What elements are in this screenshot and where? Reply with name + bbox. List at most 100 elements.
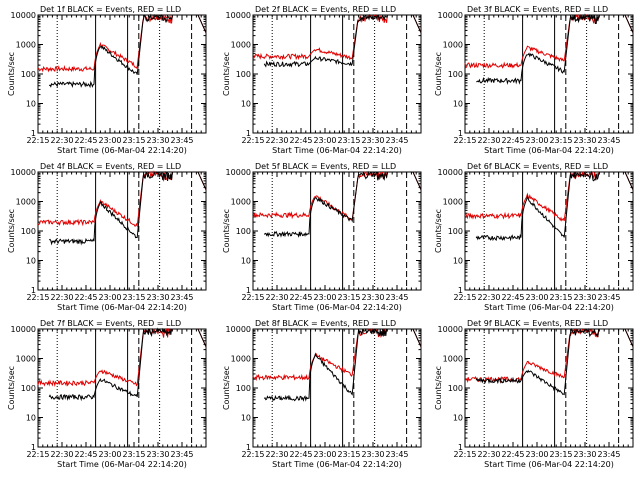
events-series-line [48, 171, 207, 246]
x-tick-label: 23:15 [337, 293, 360, 302]
y-tick-label: 100 [21, 227, 36, 236]
x-tick-label: 22:45 [501, 293, 524, 302]
x-tick-label: 23:45 [170, 293, 193, 302]
x-tick-label: 22:15 [26, 293, 49, 302]
panel-title: Det 1f BLACK = Events, RED = LLD [40, 5, 181, 14]
x-tick-label: 22:45 [74, 450, 97, 459]
y-axis-label: Counts/sec [222, 366, 231, 410]
y-tick-label: 10000 [226, 11, 251, 20]
y-tick-label: 1000 [16, 41, 36, 50]
y-tick-label: 100 [21, 70, 36, 79]
plot-frame [464, 328, 634, 448]
y-tick-label: 10000 [438, 11, 463, 20]
x-tick-label: 23:15 [122, 293, 145, 302]
x-tick-label: 22:15 [241, 136, 264, 145]
x-tick-label: 22:15 [26, 450, 49, 459]
y-tick-label: 10 [241, 100, 251, 109]
panel-det-7: Det 7f BLACK = Events, RED = LLD 1 10 100 10… [7, 319, 207, 469]
x-tick-label: 22:15 [26, 136, 49, 145]
y-tick-label: 1 [246, 443, 251, 452]
plot-frame [37, 14, 207, 134]
panel-title: Det 9f BLACK = Events, RED = LLD [467, 319, 608, 328]
x-tick-label: 22:30 [265, 450, 288, 459]
y-tick-label: 10 [453, 414, 463, 423]
x-tick-label: 23:15 [122, 450, 145, 459]
y-tick-label: 100 [236, 384, 251, 393]
x-tick-label: 22:15 [241, 293, 264, 302]
panel-title: Det 4f BLACK = Events, RED = LLD [40, 162, 181, 171]
x-tick-label: 23:00 [525, 293, 548, 302]
x-tick-label: 23:30 [146, 450, 169, 459]
x-tick-label: 23:00 [525, 450, 548, 459]
y-tick-label: 1 [31, 443, 36, 452]
panel-det-8: Det 8f BLACK = Events, RED = LLD 1 10 100 10… [222, 319, 422, 469]
events-series-line [263, 170, 422, 238]
lld-series-line [37, 327, 207, 388]
x-tick-label: 22:30 [477, 136, 500, 145]
panel-det-2: Det 2f BLACK = Events, RED = LLD 1 10 100 10… [222, 5, 422, 155]
y-tick-label: 10 [453, 257, 463, 266]
panel-title: Det 6f BLACK = Events, RED = LLD [467, 162, 608, 171]
panel-det-5: Det 5f BLACK = Events, RED = LLD 1 10 100 10… [222, 162, 422, 312]
x-tick-label: 23:00 [313, 450, 336, 459]
plot-frame [252, 14, 422, 134]
y-tick-label: 10000 [438, 325, 463, 334]
plot-frame [464, 14, 634, 134]
x-tick-label: 22:45 [74, 293, 97, 302]
x-axis-label: Start Time (06-Mar-04 22:14:20) [484, 146, 614, 155]
x-tick-label: 23:15 [549, 293, 572, 302]
x-tick-label: 22:45 [501, 450, 524, 459]
panel-title: Det 7f BLACK = Events, RED = LLD [40, 319, 181, 328]
y-tick-label: 10000 [226, 168, 251, 177]
y-tick-label: 1000 [443, 198, 463, 207]
y-axis-label: Counts/sec [434, 366, 443, 410]
panel-title: Det 3f BLACK = Events, RED = LLD [467, 5, 608, 14]
x-tick-label: 23:15 [549, 450, 572, 459]
events-series-line [263, 13, 422, 68]
y-tick-label: 10 [453, 100, 463, 109]
y-tick-label: 100 [21, 384, 36, 393]
x-axis-label: Start Time (06-Mar-04 22:14:20) [57, 303, 187, 312]
y-tick-label: 1 [458, 286, 463, 295]
y-tick-label: 100 [448, 70, 463, 79]
y-tick-label: 1000 [16, 355, 36, 364]
panel-det-6: Det 6f BLACK = Events, RED = LLD 1 10 100 10… [434, 162, 634, 312]
x-tick-label: 23:00 [525, 136, 548, 145]
x-tick-label: 22:30 [477, 293, 500, 302]
y-tick-label: 1000 [16, 198, 36, 207]
y-tick-label: 10 [26, 257, 36, 266]
x-axis-label: Start Time (06-Mar-04 22:14:20) [57, 146, 187, 155]
x-axis-label: Start Time (06-Mar-04 22:14:20) [57, 460, 187, 469]
lld-series-line [464, 171, 634, 222]
y-tick-label: 1 [458, 443, 463, 452]
panel-det-9: Det 9f BLACK = Events, RED = LLD 1 10 100 10… [434, 319, 634, 469]
x-tick-label: 22:30 [50, 293, 73, 302]
y-axis-label: Counts/sec [434, 209, 443, 253]
y-tick-label: 10000 [11, 168, 36, 177]
x-tick-label: 22:30 [265, 293, 288, 302]
y-tick-label: 10 [26, 414, 36, 423]
x-tick-label: 23:00 [98, 293, 121, 302]
y-tick-label: 1000 [231, 198, 251, 207]
x-tick-label: 22:15 [241, 450, 264, 459]
lld-series-line [37, 170, 207, 228]
x-tick-label: 23:45 [385, 293, 408, 302]
lld-series-line [465, 328, 634, 384]
x-tick-label: 23:15 [337, 136, 360, 145]
x-tick-label: 22:15 [453, 450, 476, 459]
plot-frame [252, 171, 422, 291]
x-tick-label: 22:30 [50, 136, 73, 145]
x-tick-label: 22:45 [501, 136, 524, 145]
x-tick-label: 22:30 [265, 136, 288, 145]
x-tick-label: 22:45 [289, 293, 312, 302]
events-series-line [475, 327, 634, 396]
x-tick-label: 23:00 [98, 450, 121, 459]
y-tick-label: 100 [236, 227, 251, 236]
y-tick-label: 10000 [438, 168, 463, 177]
x-tick-label: 22:15 [453, 136, 476, 145]
y-tick-label: 100 [236, 70, 251, 79]
x-tick-label: 22:45 [74, 136, 97, 145]
y-tick-label: 1 [458, 129, 463, 138]
x-tick-label: 23:45 [597, 293, 620, 302]
lld-series-line [252, 171, 422, 221]
